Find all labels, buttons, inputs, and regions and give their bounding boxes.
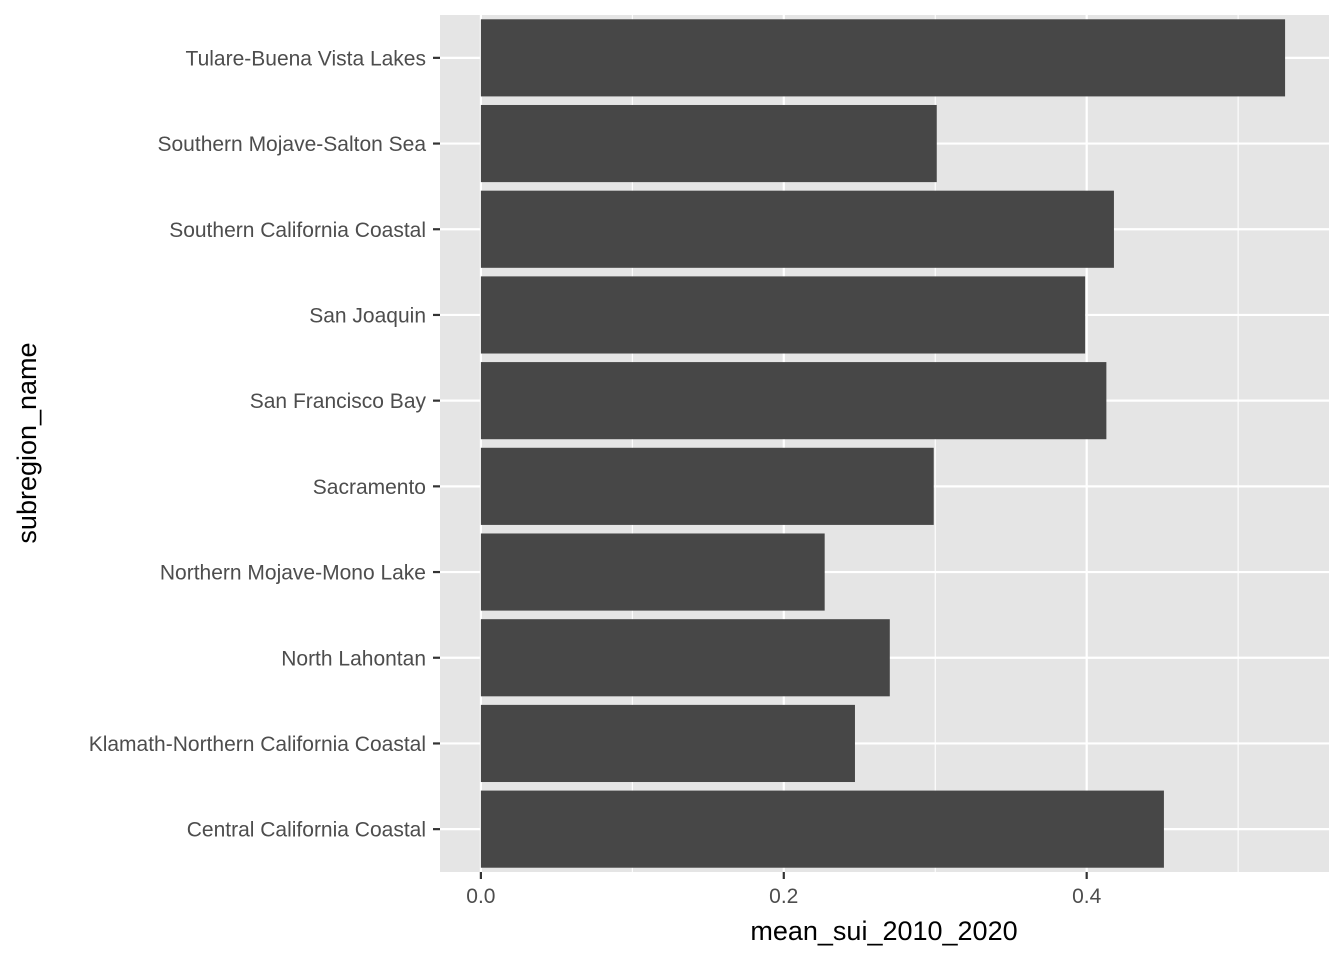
bar xyxy=(480,104,937,183)
x-axis: 0.0 0.2 0.4 xyxy=(466,872,1102,908)
bar xyxy=(480,362,1107,440)
y-tick-label: Central California Coastal xyxy=(187,819,426,842)
x-tick-label: 0.0 xyxy=(466,885,495,908)
bar xyxy=(480,19,1286,97)
bars xyxy=(480,19,1286,868)
bar xyxy=(480,190,1114,268)
bar xyxy=(480,533,825,611)
y-tick-label: San Francisco Bay xyxy=(250,390,427,413)
y-tick-label: Southern Mojave-Salton Sea xyxy=(158,133,427,156)
x-tick-label: 0.2 xyxy=(769,885,798,908)
y-axis: Central California Coastal Klamath-Northe… xyxy=(89,47,440,842)
y-tick-label: Southern California Coastal xyxy=(169,219,426,242)
y-tick-label: San Joaquin xyxy=(309,304,426,327)
y-tick-label: Sacramento xyxy=(313,476,426,499)
bar xyxy=(480,447,934,525)
bar xyxy=(480,790,1164,868)
y-tick-label: Northern Mojave-Mono Lake xyxy=(160,562,426,585)
y-tick-label: Tulare-Buena Vista Lakes xyxy=(186,47,426,70)
y-axis-title: subregion_name xyxy=(12,342,42,543)
bar xyxy=(480,619,890,697)
y-tick-label: Klamath-Northern California Coastal xyxy=(89,733,426,756)
x-axis-title: mean_sui_2010_2020 xyxy=(750,916,1017,946)
y-tick-label: North Lahontan xyxy=(281,647,426,670)
bar xyxy=(480,276,1086,354)
x-tick-label: 0.4 xyxy=(1072,885,1102,908)
bar xyxy=(480,704,855,783)
